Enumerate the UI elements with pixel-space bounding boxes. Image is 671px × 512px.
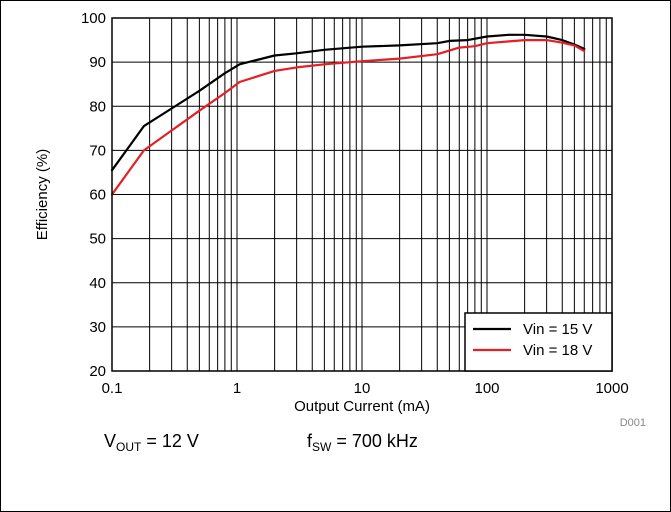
x-tick-label: 100 bbox=[474, 380, 499, 397]
y-tick-label: 100 bbox=[81, 10, 106, 27]
legend-box bbox=[464, 312, 613, 372]
vout-condition: VOUT = 12 V bbox=[104, 431, 199, 454]
y-tick-label: 50 bbox=[89, 231, 106, 248]
y-tick-label: 80 bbox=[89, 98, 106, 115]
x-tick-label: 1 bbox=[233, 380, 241, 397]
series-line-2 bbox=[110, 38, 586, 196]
series-lines bbox=[110, 33, 586, 196]
x-tick-label: 10 bbox=[354, 380, 371, 397]
chart-id-label: D001 bbox=[620, 417, 646, 429]
y-axis-title: Efficiency (%) bbox=[34, 149, 51, 240]
vout-subscript: OUT bbox=[116, 440, 142, 454]
x-axis-title: Output Current (mA) bbox=[294, 398, 430, 415]
y-tick-label: 60 bbox=[89, 187, 106, 204]
vout-value: = 12 V bbox=[141, 431, 199, 451]
x-tick-label: 1000 bbox=[595, 380, 628, 397]
y-tick-label: 40 bbox=[89, 275, 106, 292]
vout-symbol: V bbox=[104, 431, 117, 451]
fsw-subscript: SW bbox=[312, 440, 332, 454]
y-tick-label: 30 bbox=[89, 319, 106, 336]
plot-area-border bbox=[111, 17, 613, 372]
x-tick-label: 0.1 bbox=[102, 380, 123, 397]
y-tick-label: 70 bbox=[89, 142, 106, 159]
fsw-symbol: f bbox=[307, 431, 313, 451]
tick-labels: 20 30 40 50 60 70 80 90 100 0.1 1 10 100 1000 bbox=[81, 10, 629, 397]
y-tick-label: 90 bbox=[89, 54, 106, 71]
series-line-1 bbox=[110, 33, 586, 172]
legend-label: Vin = 15 V bbox=[523, 321, 592, 338]
legend: Vin = 15 V Vin = 18 V bbox=[464, 312, 613, 372]
legend-label: Vin = 18 V bbox=[523, 342, 592, 359]
y-tick-label: 20 bbox=[89, 363, 106, 380]
fsw-value: = 700 kHz bbox=[331, 431, 418, 451]
fsw-condition: fSW = 700 kHz bbox=[307, 431, 418, 454]
